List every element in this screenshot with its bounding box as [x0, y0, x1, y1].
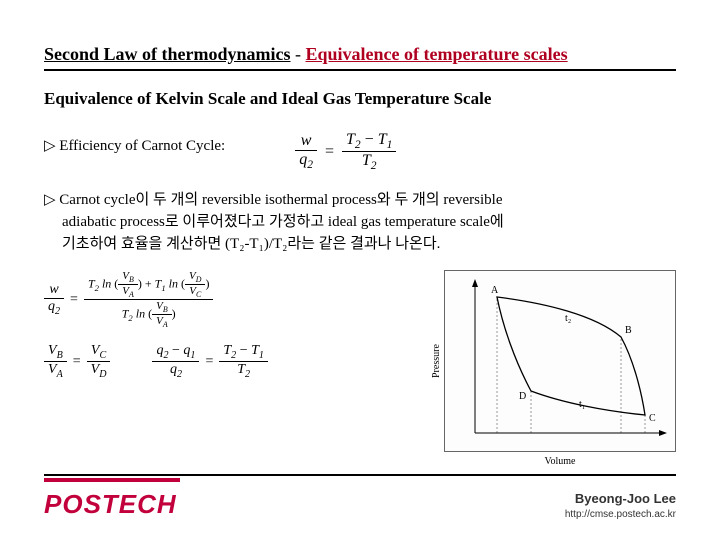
eq-wq-expand: w q2 = T2 ln (VBVA) + T1 ln (VDVC) T2 ln…: [44, 270, 268, 330]
pv-x-axis-label: Volume: [445, 456, 675, 467]
para-line-1: ▷ Carnot cycle이 두 개의 reversible isotherm…: [44, 192, 502, 208]
bullet-efficiency: ▷ Efficiency of Carnot Cycle:: [44, 136, 225, 155]
para-line-3: 기초하여 효율을 계산하면 (T₂-T₁)/T₂라는 같은 결과나 나온다.: [62, 236, 440, 252]
eq-w: w: [301, 132, 312, 149]
derivation-row: w q2 = T2 ln (VBVA) + T1 ln (VDVC) T2 ln…: [44, 270, 676, 452]
bullet-carnot-para: ▷ Carnot cycle이 두 개의 reversible isotherm…: [62, 190, 676, 255]
pv-y-axis-label: Pressure: [431, 271, 442, 451]
pv-node-C: C: [649, 413, 656, 424]
pv-t1-label: t₁: [579, 399, 585, 410]
eq2-q-sub: 2: [55, 306, 60, 317]
efficiency-equation: w q2 = T2 − T1 T2: [295, 131, 396, 172]
pv-node-A: A: [491, 285, 499, 296]
pv-t2-label: t₂: [565, 313, 571, 324]
pv-svg: t₂ t₁ A B C D: [445, 271, 675, 451]
eq-q-sub: 2: [307, 159, 313, 171]
eq-T2: T: [346, 131, 355, 148]
footer-accent-rule: [44, 478, 180, 482]
pv-node-D: D: [519, 391, 526, 402]
footer-rule: [44, 474, 676, 476]
slide-title: Second Law of thermodynamics - Equivalen…: [44, 44, 676, 71]
eq-T1: T: [378, 131, 387, 148]
para-line-2: adiabatic process로 이루어졌다고 가정하고 ideal gas…: [62, 214, 504, 230]
title-left: Second Law of thermodynamics: [44, 44, 291, 64]
footer-url: http://cmse.postech.ac.kr: [565, 509, 676, 520]
eq-T2d: T: [362, 152, 371, 169]
subtitle: Equivalence of Kelvin Scale and Ideal Ga…: [44, 89, 676, 109]
pv-node-B: B: [625, 325, 632, 336]
efficiency-row: ▷ Efficiency of Carnot Cycle: w q2 = T2 …: [44, 131, 676, 172]
eq-T2-sub: 2: [355, 139, 361, 151]
eq-T2d-sub: 2: [371, 160, 377, 172]
eq2-w: w: [49, 282, 58, 297]
title-right: Equivalence of temperature scales: [306, 44, 568, 64]
eq-volume-relation: VBVA = VCVD q2 − q1q2 = T2 − T1T2: [44, 343, 268, 380]
eq-T1-sub: 1: [387, 139, 393, 151]
derivation-equations: w q2 = T2 ln (VBVA) + T1 ln (VDVC) T2 ln…: [44, 270, 268, 380]
slide: Second Law of thermodynamics - Equivalen…: [0, 0, 720, 540]
title-sep: -: [295, 44, 306, 64]
eq2-q: q: [48, 299, 55, 314]
eq-q: q: [299, 151, 307, 168]
pv-diagram: Pressure Volume t₂ t₁ A B C D: [444, 270, 676, 452]
postech-logo: POSTECH: [44, 489, 177, 520]
author-name: Byeong-Joo Lee: [575, 491, 676, 506]
